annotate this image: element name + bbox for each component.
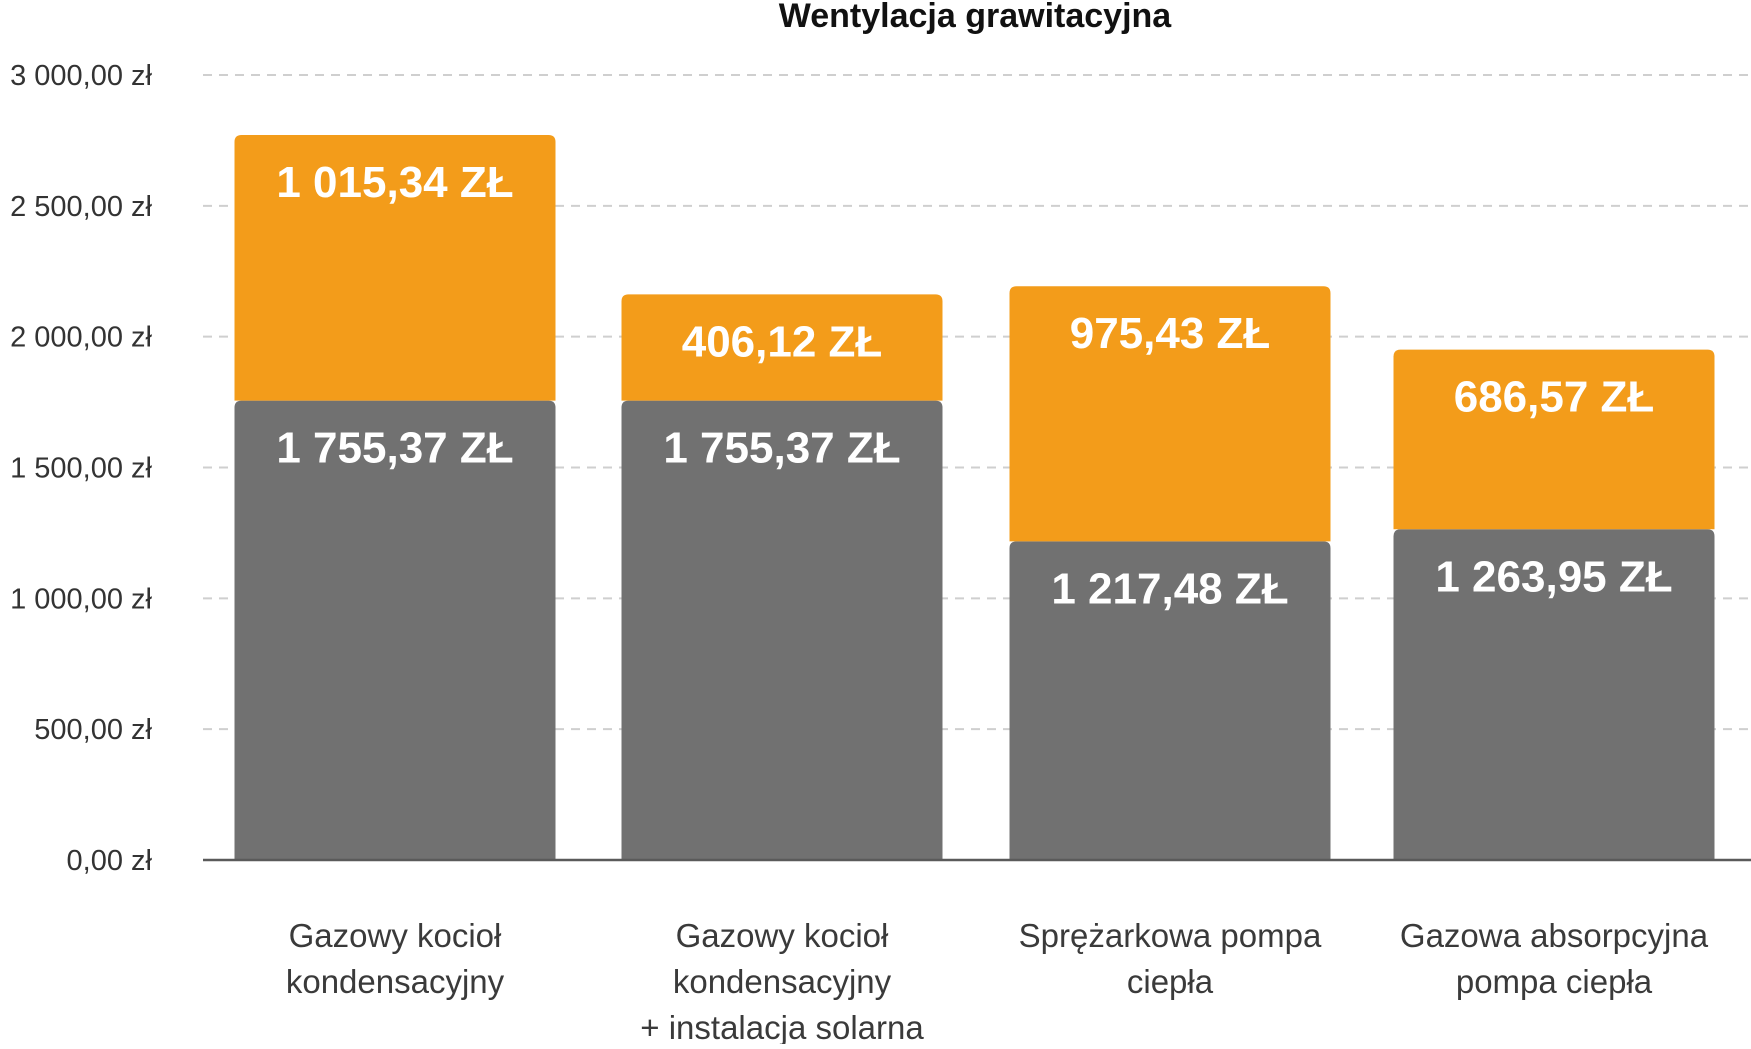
- bar-segment-top: [1009, 286, 1331, 542]
- bar-segment-top: [621, 294, 943, 401]
- bars: 1 755,37 ZŁ 1 755,37 ZŁ 1 217,48 ZŁ 1 263,9…: [234, 134, 1715, 860]
- x-tick-label: + instalacja solarna: [640, 1009, 924, 1044]
- x-tick-label: ciepła: [1127, 963, 1214, 1000]
- bar-segment-base: [1009, 541, 1331, 860]
- y-tick-label: 3 000,00 zł: [10, 60, 152, 92]
- bar-segment-top: [234, 134, 556, 401]
- y-tick-label: 1 500,00 zł: [10, 453, 152, 485]
- bar-value-label: 1 755,37 ZŁ: [276, 424, 513, 473]
- chart-title: Wentylacja grawitacyjna: [779, 0, 1173, 35]
- bar-segment-top: [1393, 349, 1715, 530]
- bar-value-label: 406,12 ZŁ: [682, 317, 883, 366]
- y-tick-label: 500,00 zł: [34, 714, 152, 746]
- x-tick-label: Gazowa absorpcyjna: [1400, 917, 1709, 954]
- y-axis-ticks: 0,00 zł 500,00 zł 1 000,00 zł 1 500,00 zł 2 …: [10, 60, 152, 877]
- x-tick-label: kondensacyjny: [286, 963, 505, 1000]
- bar-value-label: 975,43 ZŁ: [1070, 309, 1271, 358]
- y-tick-label: 0,00 zł: [67, 845, 153, 877]
- x-tick-label: Sprężarkowa pompa: [1019, 917, 1322, 954]
- bar-value-label: 1 755,37 ZŁ: [663, 424, 900, 473]
- y-tick-label: 2 500,00 zł: [10, 191, 152, 223]
- x-tick-label: kondensacyjny: [673, 963, 892, 1000]
- y-tick-label: 2 000,00 zł: [10, 322, 152, 354]
- x-axis-ticks: Gazowy kocioł kondensacyjny Gazowy kocioł k…: [286, 917, 1709, 1046]
- bar-value-label: 686,57 ZŁ: [1454, 373, 1655, 422]
- x-tick-label: Gazowy kocioł: [289, 917, 502, 954]
- x-tick-label: pompa ciepła: [1456, 963, 1653, 1000]
- bar-value-label: 1 015,34 ZŁ: [276, 158, 513, 207]
- bar-segment-base: [621, 400, 943, 860]
- y-tick-label: 1 000,00 zł: [10, 583, 152, 615]
- bar-value-label: 1 217,48 ZŁ: [1051, 564, 1288, 613]
- bar-value-label: 1 263,95 ZŁ: [1435, 552, 1672, 601]
- bar-segment-base: [234, 400, 556, 860]
- bar-segment-base: [1393, 529, 1715, 860]
- x-tick-label: Gazowy kocioł: [676, 917, 889, 954]
